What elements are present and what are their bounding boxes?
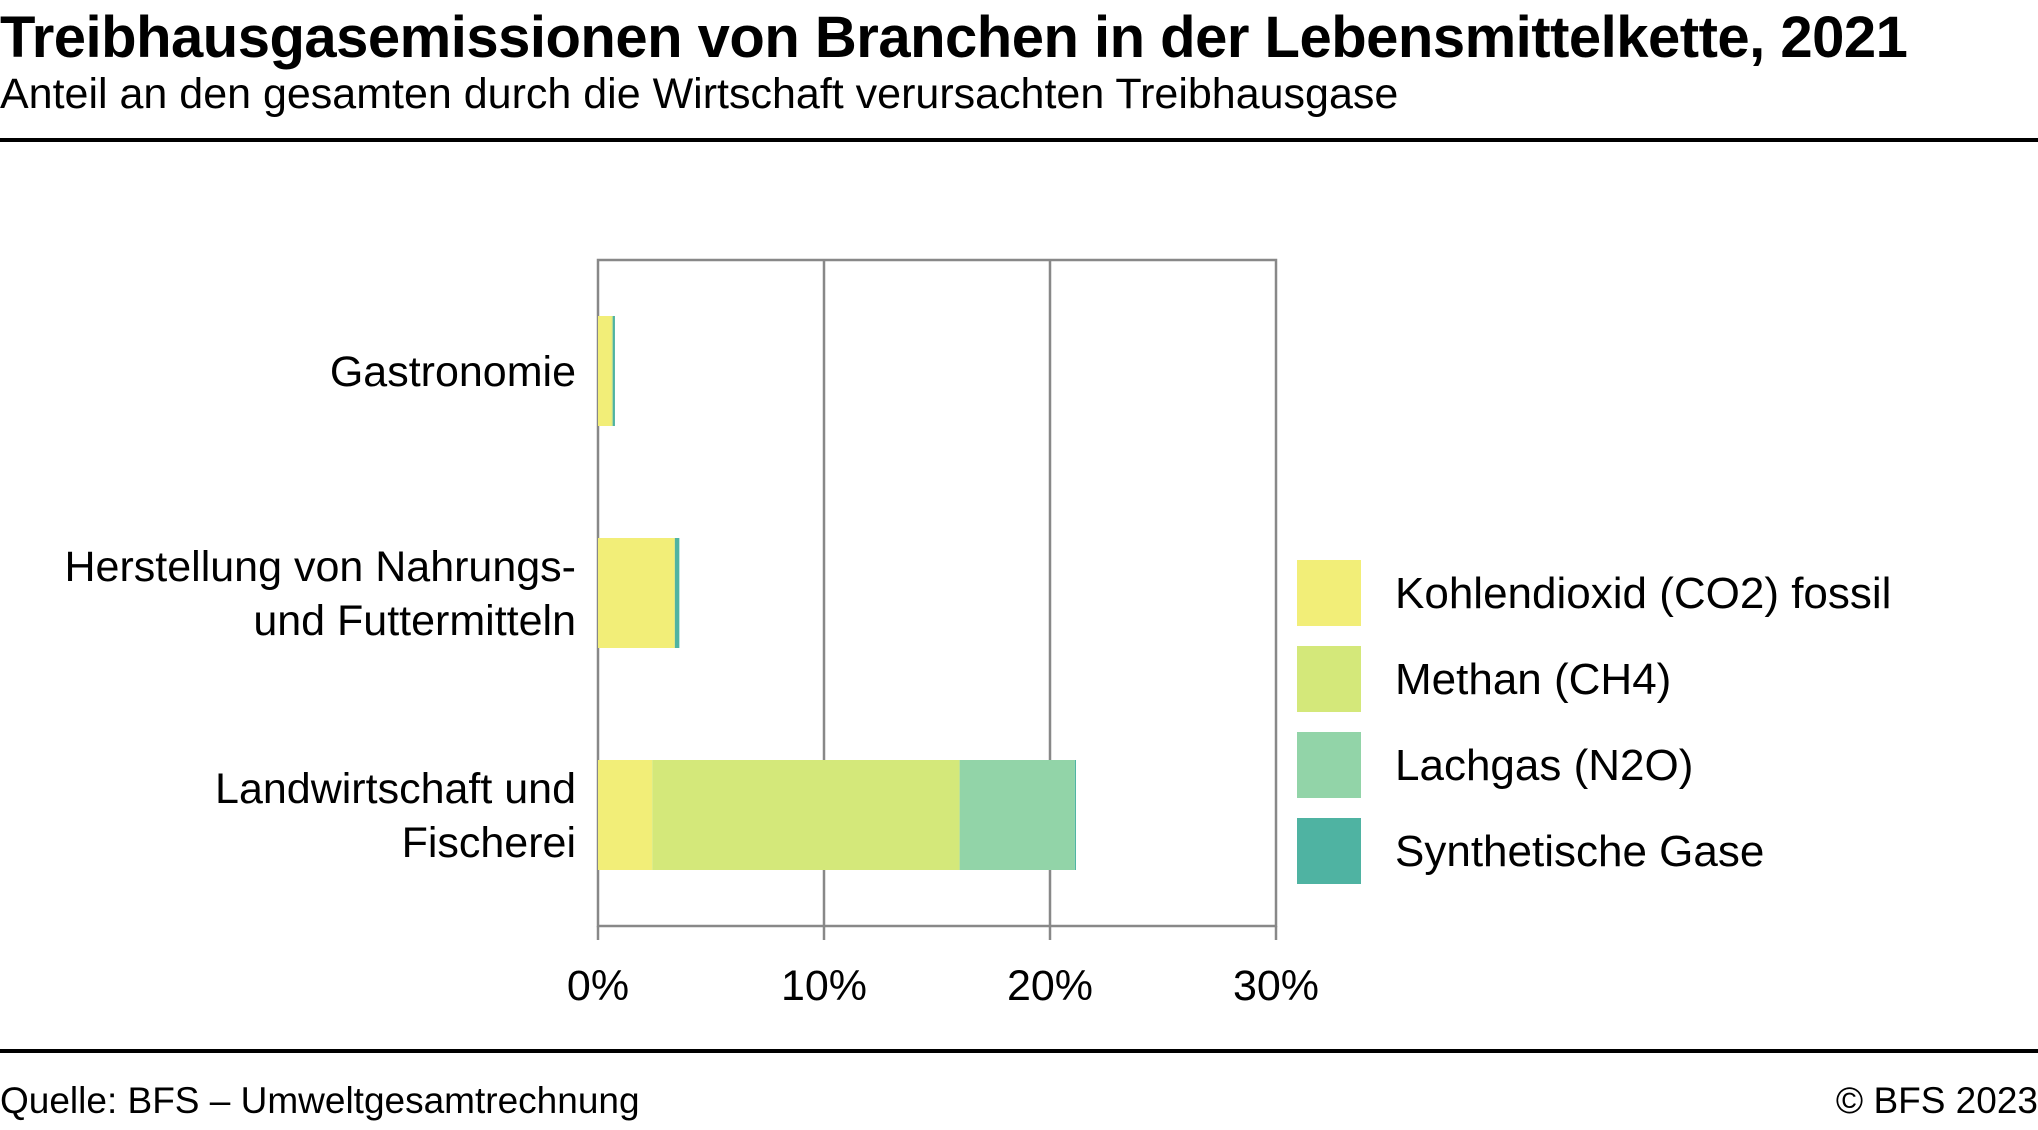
bar-segment: [598, 316, 612, 426]
category-label: Landwirtschaft und: [215, 765, 576, 813]
category-label: und Futtermitteln: [253, 597, 576, 645]
bar-segment: [598, 760, 653, 870]
plot-area: 0% 10% 20% 30% Gastronomie Herstellung von Na…: [65, 258, 1319, 1010]
source-note: Quelle: BFS – Umweltgesamtrechnung: [0, 1080, 640, 1121]
chart-subtitle: Anteil an den gesamten durch die Wirtsch…: [0, 70, 1399, 118]
x-tick-label: 10%: [781, 962, 867, 1010]
chart-legend: Kohlendioxid (CO2) fossil Methan (CH4) Lac…: [1297, 560, 1891, 884]
chart-title: Treibhausgasemissionen von Branchen in d…: [0, 5, 1908, 70]
category-label: Gastronomie: [330, 348, 576, 396]
legend-label: Lachgas (N2O): [1395, 741, 1693, 790]
bottom-divider: [0, 1049, 2038, 1053]
legend-label: Kohlendioxid (CO2) fossil: [1395, 569, 1891, 618]
bar-segment: [674, 538, 680, 648]
legend-label: Methan (CH4): [1395, 655, 1671, 704]
bar-segment: [611, 316, 613, 426]
x-tick-label: 0%: [567, 962, 629, 1010]
legend-label: Synthetische Gase: [1395, 827, 1764, 876]
category-label: Fischerei: [402, 819, 576, 867]
x-tick-label: 20%: [1007, 962, 1093, 1010]
category-label: Herstellung von Nahrungs-: [65, 543, 577, 591]
legend-swatch: [1297, 646, 1361, 712]
bar-segment: [612, 316, 615, 426]
legend-swatch: [1297, 818, 1361, 884]
legend-swatch: [1297, 560, 1361, 626]
bar-segment: [959, 760, 1075, 870]
top-divider: [0, 138, 2038, 142]
bar-segment: [1074, 760, 1076, 870]
x-tick-label: 30%: [1233, 962, 1319, 1010]
bar-segment: [652, 760, 960, 870]
stacked-bar-chart: 0% 10% 20% 30% Gastronomie Herstellung von Na…: [65, 258, 1891, 1010]
copyright-note: © BFS 2023: [1835, 1080, 2038, 1121]
legend-swatch: [1297, 732, 1361, 798]
bar-segment: [598, 538, 675, 648]
